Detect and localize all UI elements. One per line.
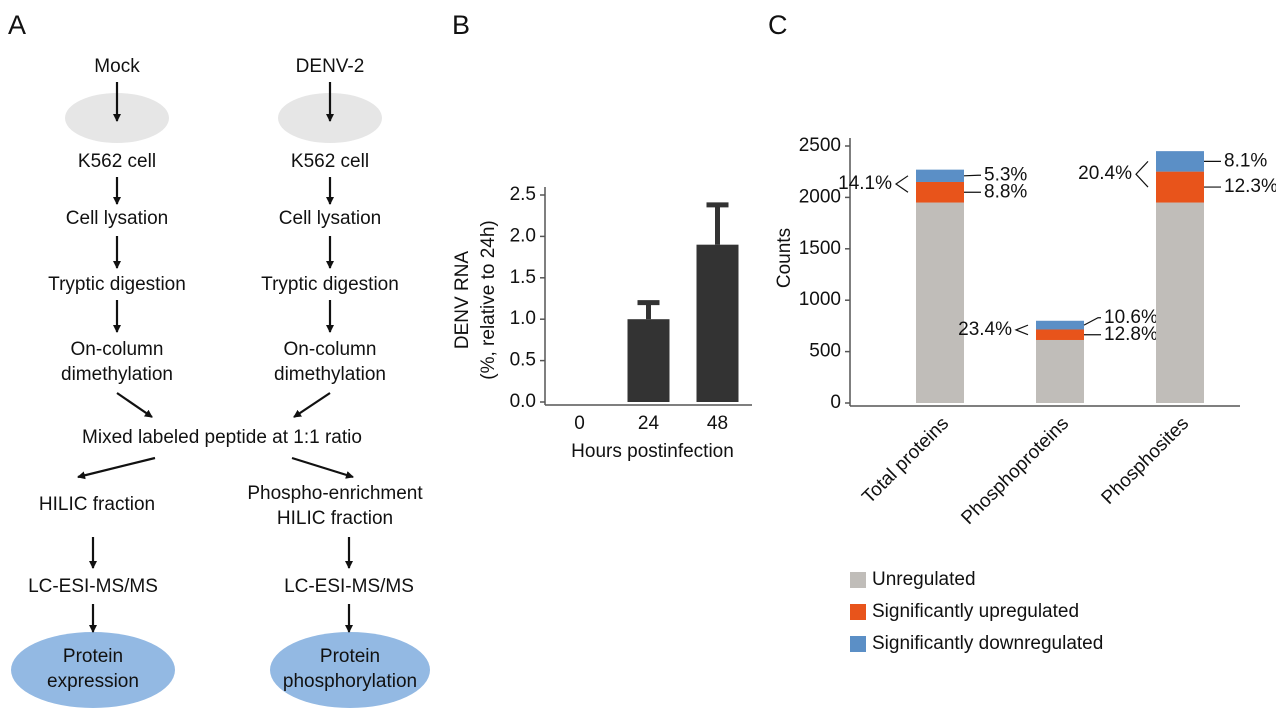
diagram-node-text: Phospho-enrichment [247,483,423,504]
x-tick-label: 24 [638,413,660,434]
x-tick-label: 0 [574,413,585,434]
diagram-node-text: expression [47,671,139,692]
diagram-node-text: dimethylation [61,364,173,385]
y-tick-label: 500 [809,341,841,362]
percent-label: 10.6% [1104,307,1158,328]
bar-segment [1156,202,1204,403]
bracket [1135,160,1149,188]
diagram-node-text: Cell lysation [279,208,381,229]
diagram-node-text: On-column [71,339,164,360]
diagram-node-text: LC-ESI-MS/MS [28,576,158,597]
legend-swatch [850,572,866,588]
y-tick-label: 2.0 [510,225,536,246]
bar-segment [1156,151,1204,172]
percent-label: 14.1% [838,173,892,194]
y-tick-label: 0 [830,392,841,413]
x-tick-label: 48 [707,413,728,434]
error-bar [706,202,729,245]
y-tick-label: 1000 [799,289,841,310]
diagram-node-text: LC-ESI-MS/MS [284,576,414,597]
y-tick-label: 0.0 [510,391,536,412]
bar [627,319,670,402]
percent-label: 8.1% [1224,150,1267,171]
bar-segment [916,169,964,182]
diagram-node-text: Mock [94,56,140,77]
y-tick-label: 1500 [799,238,841,259]
legend-label: Significantly upregulated [872,601,1079,622]
y-tick-label: 2500 [799,135,841,156]
x-tick-label: Phosphoproteins [957,413,1073,529]
y-axis-label: DENV RNA [452,251,473,350]
y-axis-label: (%, relative to 24h) [478,220,499,379]
y-tick-label: 1.0 [510,308,536,329]
percent-label: 20.4% [1078,163,1132,184]
diagram-node-text: Tryptic digestion [261,274,399,295]
label-leader [963,174,981,177]
panel-label: A [8,10,26,40]
percent-label: 12.8% [1104,324,1158,345]
diagram-node-text: HILIC fraction [39,494,155,515]
diagram-node-text: HILIC fraction [277,508,393,529]
diagram-shapes [11,82,430,708]
x-axis-label: Hours postinfection [571,441,734,462]
y-tick-label: 1.5 [510,267,536,288]
diagram-node-text: On-column [284,339,377,360]
bar-segment [1036,320,1084,330]
diagram-node-text: Protein [63,646,123,667]
output-ellipse [270,632,430,708]
diagram-node-text: DENV-2 [296,56,365,77]
diagram-node-text: Cell lysation [66,208,168,229]
y-tick-label: 0.5 [510,350,536,371]
diagram-node-text: K562 cell [78,151,156,172]
panel-label: B [452,10,470,40]
diagram-node-text: phosphorylation [283,671,417,692]
bracket [1014,324,1029,336]
diagram-node-text: Mixed labeled peptide at 1:1 ratio [82,427,362,448]
arrows [77,82,354,633]
percent-label: 12.3% [1224,176,1276,197]
diagram-node-text: Protein [320,646,380,667]
diagram-node-text: K562 cell [291,151,369,172]
bracket [894,175,909,193]
bar-segment [916,181,964,203]
legend-label: Significantly downregulated [872,633,1103,654]
output-ellipse [11,632,175,708]
percent-label: 5.3% [984,164,1027,185]
label-leader [1083,317,1101,326]
diagram-node-text: dimethylation [274,364,386,385]
bar-segment [1156,171,1204,203]
y-tick-label: 2000 [799,186,841,207]
legend-swatch [850,636,866,652]
x-tick-label: Phosphosites [1098,413,1194,509]
bar-segment [1036,339,1084,403]
percent-label: 8.8% [984,181,1027,202]
y-axis-label: Counts [774,228,795,288]
diagram-node-text: Tryptic digestion [48,274,186,295]
panel-label: C [768,10,788,40]
y-tick-label: 2.5 [510,184,536,205]
bar [696,244,739,402]
legend-swatch [850,604,866,620]
x-tick-label: Total proteins [858,413,953,508]
bar-segment [916,202,964,403]
error-bar [637,300,660,320]
bar-segment [1036,329,1084,340]
legend-label: Unregulated [872,569,976,590]
percent-label: 23.4% [958,319,1012,340]
